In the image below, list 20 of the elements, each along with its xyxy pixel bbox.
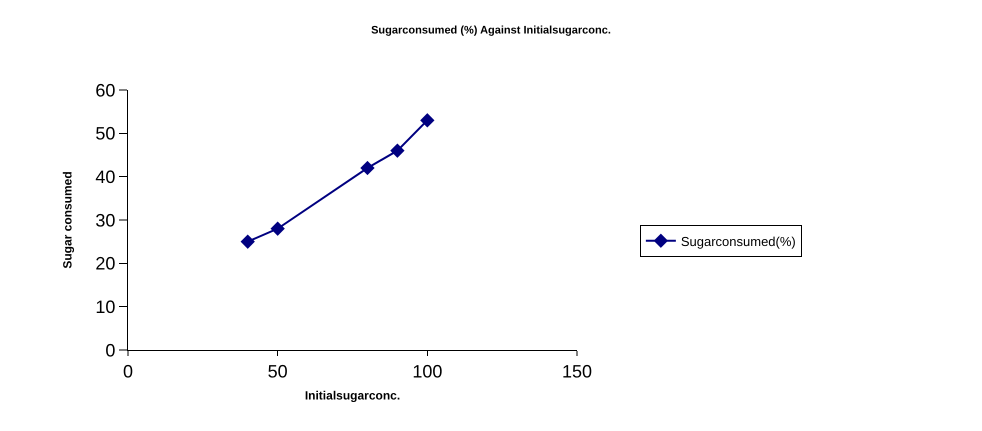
y-tick-label: 30 (95, 210, 116, 230)
y-tick-label: 20 (95, 254, 116, 274)
x-tick-label: 150 (562, 362, 592, 382)
point (270, 222, 285, 236)
y-tick-label: 50 (95, 124, 116, 144)
x-tick-label: 100 (412, 362, 442, 382)
y-tick-label: 40 (95, 166, 116, 187)
chart-title: Sugarconsumed (%) Against Initialsugarconc. (371, 24, 611, 37)
x-tick-label: 50 (268, 362, 288, 382)
x-tick-label: 0 (122, 362, 134, 382)
legend-label: Sugarconsumed(%) (680, 234, 796, 249)
point (240, 234, 255, 249)
y-tick-label: 0 (105, 340, 116, 360)
x-axis-title: Initialsugarconc. (304, 388, 400, 402)
y-tick-label: 60 (95, 80, 116, 100)
point (420, 113, 434, 128)
y-axis-title: Sugar consumed (60, 171, 75, 269)
point (390, 144, 405, 158)
y-tick-label: 10 (95, 296, 116, 317)
point (360, 160, 375, 176)
